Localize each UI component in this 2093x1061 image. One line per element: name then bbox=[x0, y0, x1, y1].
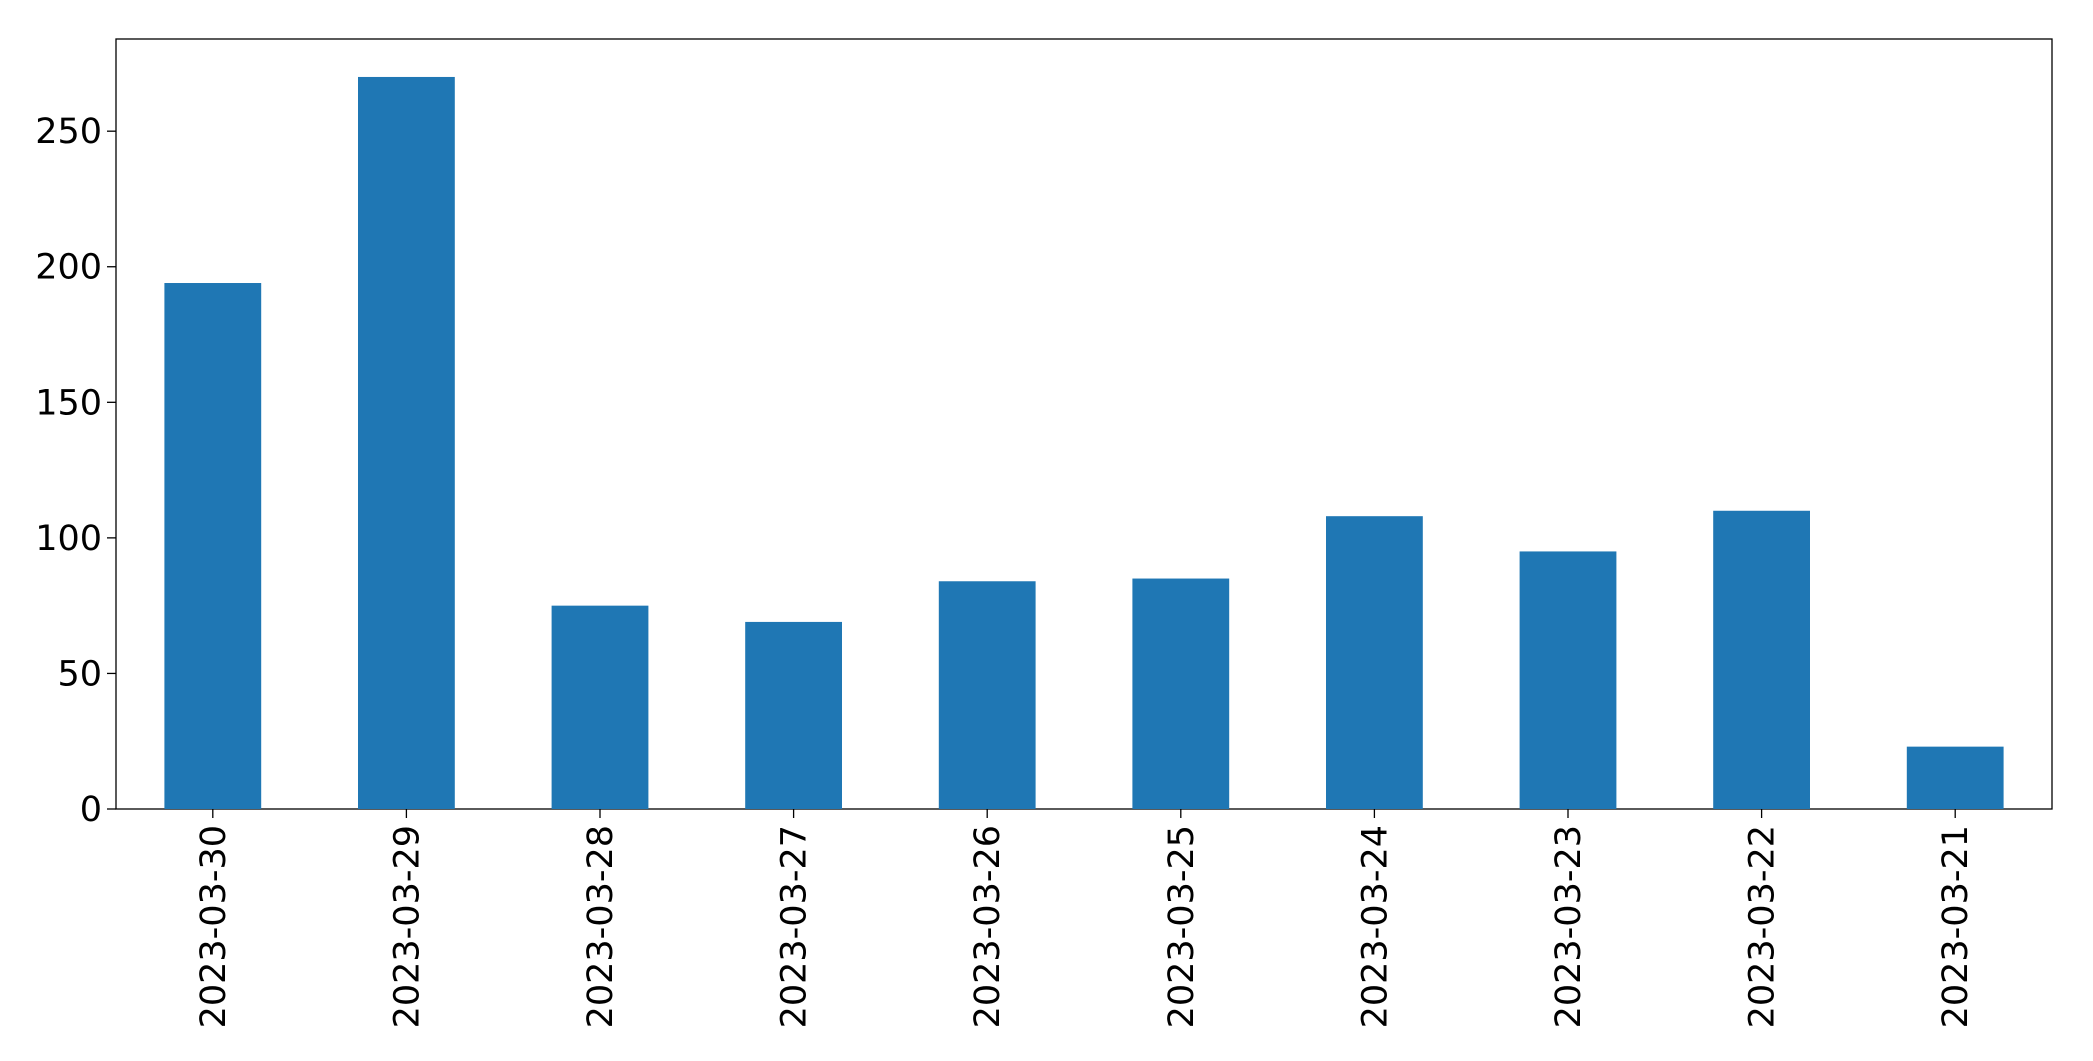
x-tick-label: 2023-03-30 bbox=[194, 825, 234, 1028]
x-tick-label: 2023-03-25 bbox=[1162, 825, 1202, 1028]
y-tick-label: 100 bbox=[35, 519, 102, 559]
bar bbox=[1906, 746, 2004, 809]
bar bbox=[358, 76, 455, 809]
x-tick-label: 2023-03-21 bbox=[1936, 825, 1976, 1028]
y-tick-label: 0 bbox=[80, 790, 102, 830]
plot-frame bbox=[115, 38, 2053, 810]
bar bbox=[1132, 578, 1230, 809]
y-tick-label: 200 bbox=[35, 248, 102, 288]
y-tick-label: 50 bbox=[57, 654, 102, 694]
y-tick-label: 150 bbox=[35, 383, 102, 423]
bar bbox=[1713, 510, 1810, 809]
bar bbox=[551, 605, 649, 809]
x-tick-label: 2023-03-28 bbox=[581, 825, 621, 1028]
bar bbox=[1519, 551, 1617, 809]
x-tick-label: 2023-03-24 bbox=[1355, 825, 1395, 1028]
x-tick-label: 2023-03-23 bbox=[1549, 825, 1589, 1028]
x-tick-label: 2023-03-22 bbox=[1743, 825, 1783, 1028]
bar bbox=[1326, 516, 1423, 809]
x-tick-label: 2023-03-29 bbox=[387, 825, 427, 1028]
x-tick-label: 2023-03-27 bbox=[775, 825, 815, 1028]
bar bbox=[164, 283, 262, 809]
y-tick-label: 250 bbox=[35, 112, 102, 152]
bar bbox=[745, 621, 842, 809]
x-tick-label: 2023-03-26 bbox=[968, 825, 1008, 1028]
bar bbox=[938, 581, 1036, 809]
